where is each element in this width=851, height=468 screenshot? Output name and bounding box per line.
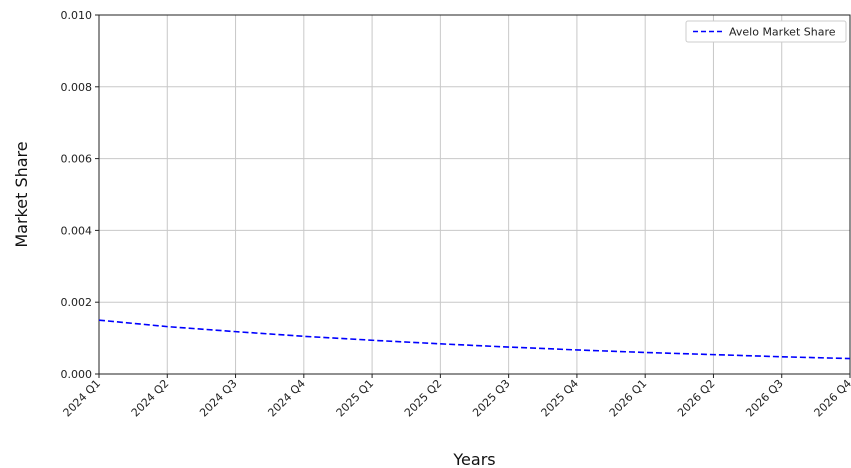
x-tick-label: 2024 Q2 <box>129 377 172 420</box>
x-tick-label: 2025 Q2 <box>402 377 445 420</box>
x-axis-ticks: 2024 Q1 2024 Q2 2024 Q3 2024 Q4 2025 Q1 2025 … <box>61 374 851 419</box>
series-line <box>98 319 851 360</box>
y-tick-label: 0.000 <box>61 368 93 381</box>
x-tick-label: 2025 Q3 <box>470 377 513 420</box>
y-tick-label: 0.004 <box>61 224 93 237</box>
legend-box <box>685 20 847 43</box>
x-axis-title: Years <box>452 450 495 468</box>
x-tick-label: 2025 Q4 <box>538 377 581 420</box>
x-tick-label: 2024 Q4 <box>265 377 308 420</box>
x-tick-label: 2026 Q2 <box>675 377 718 420</box>
legend-label: Avelo Market Share <box>729 26 836 39</box>
x-tick-label: 2025 Q1 <box>334 377 377 420</box>
y-axis-ticks: 0.000 0.002 0.004 0.006 0.008 0.010 <box>61 9 99 381</box>
legend: Avelo Market Share <box>685 20 847 43</box>
y-tick-label: 0.008 <box>61 81 93 94</box>
y-tick-label: 0.002 <box>61 296 93 309</box>
y-tick-label: 0.010 <box>61 9 93 22</box>
y-axis-title: Market Share <box>12 141 31 247</box>
grid-lines <box>98 14 851 375</box>
x-tick-label: 2026 Q4 <box>812 377 851 420</box>
plot-area-frame <box>98 14 851 375</box>
x-tick-label: 2024 Q3 <box>197 377 240 420</box>
x-tick-label: 2026 Q1 <box>607 377 650 420</box>
series-layer <box>98 319 851 360</box>
x-tick-label: 2026 Q3 <box>743 377 786 420</box>
y-tick-label: 0.006 <box>61 153 93 166</box>
x-tick-label: 2024 Q1 <box>61 377 104 420</box>
